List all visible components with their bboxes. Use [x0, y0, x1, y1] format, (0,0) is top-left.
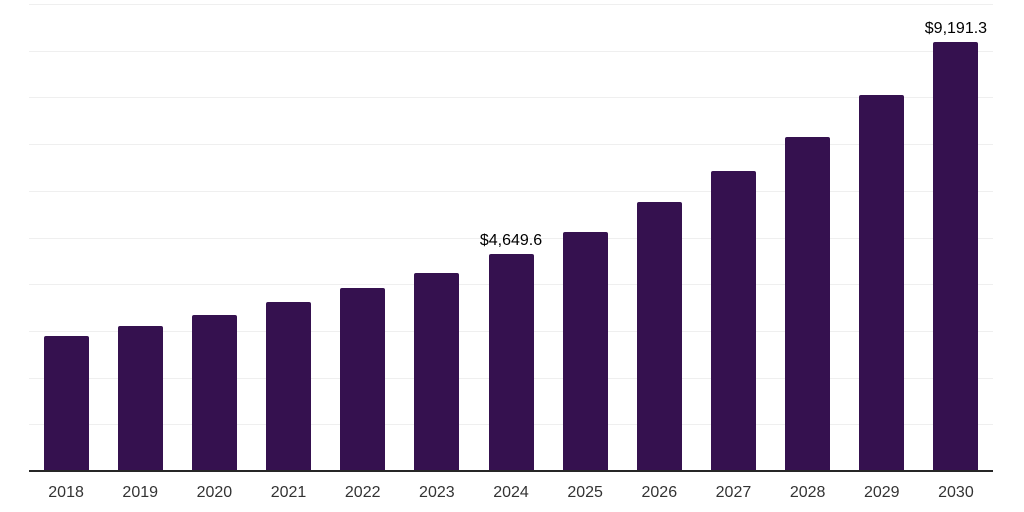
- bar-2025: [562, 231, 608, 471]
- x-axis-line: [29, 470, 993, 472]
- x-tick-2027: 2027: [715, 484, 752, 501]
- gridline-9000: [29, 50, 993, 52]
- bar-2019: [117, 325, 163, 471]
- x-tick-2018: 2018: [48, 484, 84, 501]
- data-label-2030: $9,191.3: [924, 19, 988, 37]
- bar-2022: [340, 287, 386, 471]
- bar-2023: [414, 272, 460, 471]
- bar-2028: [785, 137, 831, 471]
- x-tick-2019: 2019: [122, 484, 159, 501]
- x-tick-2030: 2030: [938, 484, 974, 501]
- bar-2030: [933, 41, 979, 471]
- bar-2027: [710, 171, 756, 471]
- bar-2021: [266, 302, 312, 471]
- bar-2029: [859, 94, 905, 471]
- bar-2018: [43, 335, 89, 471]
- x-tick-2024: 2024: [493, 484, 529, 501]
- gridline-8000: [29, 97, 993, 99]
- gridline-6000: [29, 190, 993, 192]
- x-tick-2021: 2021: [270, 484, 307, 501]
- x-tick-2023: 2023: [419, 484, 455, 501]
- data-label-2024: $4,649.6: [479, 231, 543, 249]
- gridline-10000: [29, 4, 993, 5]
- x-tick-2022: 2022: [344, 484, 381, 501]
- gridline-7000: [29, 144, 993, 146]
- bar-2026: [636, 202, 682, 471]
- x-tick-2025: 2025: [567, 484, 603, 501]
- gridline-5000: [29, 237, 993, 239]
- x-tick-2029: 2029: [863, 484, 900, 501]
- bar-2020: [191, 314, 237, 471]
- x-tick-2020: 2020: [196, 484, 233, 501]
- x-tick-2028: 2028: [789, 484, 826, 501]
- x-tick-2026: 2026: [641, 484, 678, 501]
- bar-2024: [488, 253, 534, 471]
